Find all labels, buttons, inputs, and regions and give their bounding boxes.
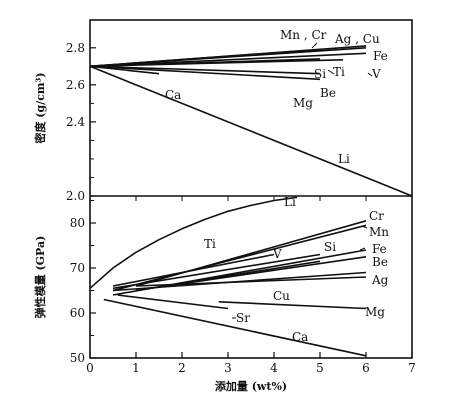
series-line-ti [89, 59, 344, 68]
label-leader [311, 42, 318, 49]
series-line-mg [89, 65, 321, 81]
modulus-panel: 80 70 60 500 1 2 3 4 5 6 7 弹性模量 (GPa) 添加量 (wt%) Li Cr M… [33, 195, 416, 393]
series-line-cu [135, 276, 367, 287]
series-label: Fe [372, 242, 387, 256]
series-label: V [371, 67, 381, 81]
series-line-mn [112, 224, 367, 292]
series-line-sr [117, 294, 229, 310]
series-label: Si [324, 240, 336, 254]
x-tick-label: 0 [86, 361, 94, 375]
series-label: Ag [371, 273, 389, 287]
x-tick-label: 7 [408, 361, 416, 375]
series-label: Si [314, 67, 326, 81]
modulus-axis-label: 弹性模量 (GPa) [33, 236, 47, 319]
series-label: V [272, 247, 282, 261]
density-y-tick-label: 2.6 [66, 78, 85, 92]
series-line-be [89, 65, 321, 75]
label-leader [359, 247, 366, 251]
x-tick-label: 2 [178, 361, 186, 375]
series-line-ca [103, 298, 367, 357]
series-label: Ag , Cu [334, 32, 380, 46]
series-label: Be [372, 255, 388, 269]
series-label: Mn [369, 225, 389, 239]
series-label: Li [338, 152, 350, 166]
x-tick-label: 6 [362, 361, 370, 375]
series-line-li [89, 196, 298, 289]
density-panel: 2.8 2.6 2.4 2.0 密度 (g/cm³) Ag , Cu Fe Mn , Cr V S… [33, 28, 413, 203]
series-label: Fe [373, 49, 388, 63]
x-tick-label: 5 [316, 361, 324, 375]
series-line-ti [112, 253, 275, 287]
label-leader [361, 225, 368, 229]
series-line-li [89, 65, 413, 197]
series-label: Mn , Cr [280, 28, 327, 42]
series-label: Ti [333, 65, 345, 79]
series-label: Ti [204, 237, 216, 251]
series-line-v [112, 253, 321, 290]
label-leader [367, 72, 373, 77]
series-label: Li [284, 195, 296, 209]
x-tick-label: 1 [132, 361, 140, 375]
series-label: Cu [273, 289, 290, 303]
series-label: Mg [293, 96, 313, 110]
series-label: Ca [292, 330, 308, 344]
density-axis-label: 密度 (g/cm³) [33, 72, 47, 143]
modulus-y-tick-label: 70 [70, 261, 85, 275]
density-y-tick-label: 2.8 [66, 41, 85, 55]
x-tick-label: 4 [270, 361, 278, 375]
modulus-y-tick-label: 60 [70, 306, 85, 320]
series-line-ca [89, 65, 160, 75]
plot-frame [89, 19, 413, 359]
density-y-tick-label: 2.0 [66, 189, 85, 203]
label-leader [327, 69, 335, 75]
series-label: Cr [369, 209, 384, 223]
series-label: Mg [365, 305, 385, 319]
x-axis-label: 添加量 (wt%) [215, 379, 287, 393]
modulus-y-tick-label: 50 [70, 351, 85, 365]
x-tick-label: 3 [224, 361, 232, 375]
series-line-mn-cr [89, 48, 321, 68]
density-y-tick-label: 2.4 [66, 115, 85, 129]
series-label: Sr [236, 311, 250, 325]
modulus-y-tick-label: 80 [70, 216, 85, 230]
series-label: Ca [165, 88, 181, 102]
series-label: Be [320, 86, 336, 100]
series-line-mg [218, 301, 367, 310]
